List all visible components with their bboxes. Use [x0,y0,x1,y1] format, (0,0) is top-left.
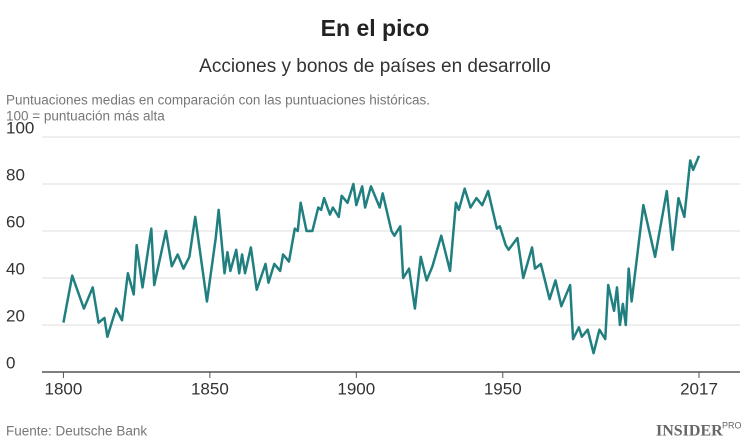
y-tick-label: 60 [6,212,25,231]
x-tick-label: 1900 [337,379,375,398]
y-tick-label: 40 [6,259,25,278]
note-line: 100 = puntuación más alta [6,109,165,124]
chart-title: En el pico [321,15,430,41]
logo: INSIDER [656,423,723,440]
y-tick-label: 20 [6,306,25,325]
x-tick-label: 1950 [484,379,522,398]
x-tick-label: 2017 [680,379,718,398]
x-tick-label: 1850 [191,379,229,398]
x-tick-label: 1800 [45,379,83,398]
y-tick-label: 100 [6,118,34,137]
chart-subtitle: Acciones y bonos de países en desarrollo [199,56,551,77]
data-line [62,155,701,355]
note-line: Puntuaciones medias en comparación con l… [6,93,430,108]
y-tick-label: 0 [6,353,15,372]
logo-sup: PRO [722,420,742,430]
y-tick-label: 80 [6,165,25,184]
source: Fuente: Deutsche Bank [6,424,147,439]
